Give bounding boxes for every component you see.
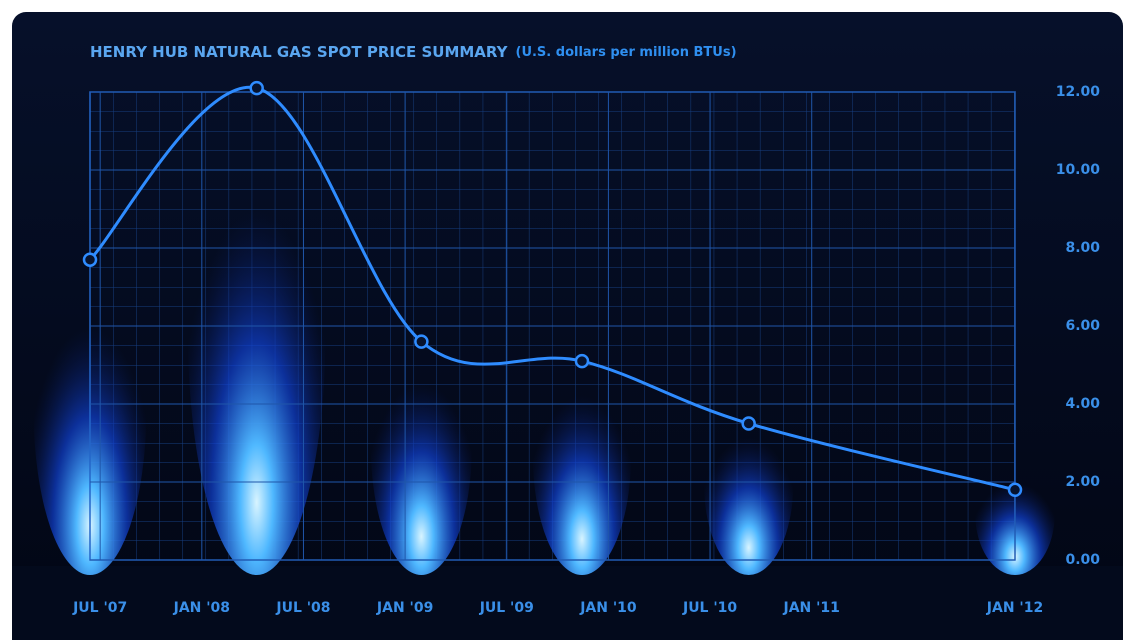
y-tick-label: 2.00 <box>1065 474 1100 490</box>
flame <box>532 335 632 575</box>
data-point <box>741 416 756 431</box>
y-tick-label: 0.00 <box>1065 552 1100 568</box>
x-tick-label: JAN '10 <box>579 600 637 616</box>
x-tick-label: JUL '09 <box>479 600 534 616</box>
data-point <box>82 252 98 267</box>
data-point <box>574 353 590 369</box>
x-tick-label: JAN '08 <box>173 600 230 616</box>
chart-title: HENRY HUB NATURAL GAS SPOT PRICE SUMMARY… <box>90 43 737 61</box>
y-tick-label: 8.00 <box>1065 240 1100 256</box>
x-tick-label: JUL '07 <box>72 600 127 616</box>
data-point <box>1007 482 1023 498</box>
x-tick-label: JAN '11 <box>783 600 840 616</box>
y-tick-label: 10.00 <box>1056 162 1101 178</box>
flame <box>370 318 472 575</box>
x-tick-label: JAN '09 <box>376 600 433 616</box>
flames <box>33 90 1055 576</box>
title: HENRY HUB NATURAL GAS SPOT PRICE SUMMARY <box>90 43 509 61</box>
plot: 0.00 2.00 4.00 6.00 8.00 10.00 12.00 JUL '07 JAN… <box>72 80 1101 616</box>
series-line <box>88 85 1016 492</box>
x-tick-label: JAN '12 <box>986 600 1043 616</box>
y-tick-label: 12.00 <box>1056 84 1101 100</box>
data-point <box>414 334 429 349</box>
flame <box>704 392 794 575</box>
data-point <box>249 80 264 96</box>
flame <box>187 90 326 576</box>
x-tick-label: JUL '08 <box>275 600 330 616</box>
x-tick-label: JUL '10 <box>682 600 737 616</box>
floor <box>12 566 1123 640</box>
y-tick-label: 4.00 <box>1065 396 1100 412</box>
y-tick-label: 6.00 <box>1065 318 1100 334</box>
subtitle: (U.S. dollars per million BTUs) <box>516 45 737 60</box>
